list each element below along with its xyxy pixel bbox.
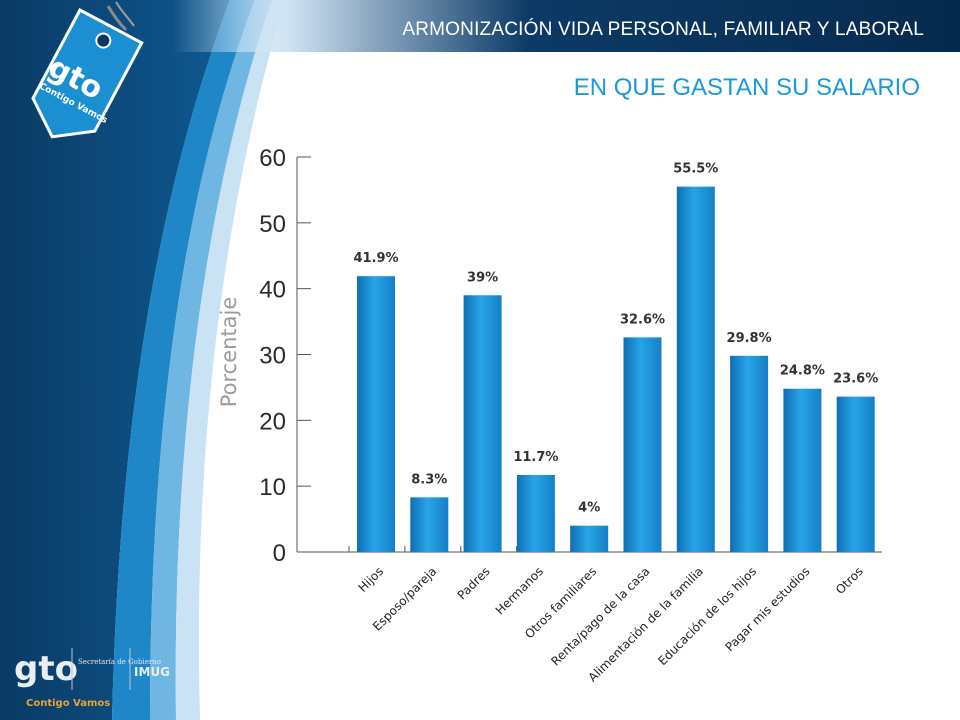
data-label: 41.9% bbox=[353, 251, 398, 266]
data-label: 24.8% bbox=[780, 364, 825, 379]
bottom-logo-imug: IMUG bbox=[134, 665, 170, 679]
bar bbox=[623, 337, 662, 552]
y-tick-label: 10 bbox=[259, 474, 286, 501]
category-label: Renta/pago de la casa bbox=[548, 564, 652, 668]
category-label: Padres bbox=[455, 564, 493, 602]
gto-tag-logo: gto Contigo Vamos bbox=[31, 1, 144, 139]
y-tick-label: 20 bbox=[259, 408, 286, 435]
data-label: 29.8% bbox=[727, 331, 772, 346]
bar bbox=[516, 474, 555, 552]
data-label: 32.6% bbox=[620, 312, 665, 327]
data-label: 11.7% bbox=[513, 450, 558, 465]
y-axis-label: Porcentaje bbox=[217, 297, 241, 408]
gto-bottom-logo: gto Secretaría de Gobierno IMUG Contigo … bbox=[14, 648, 170, 709]
bottom-logo-gto: gto bbox=[14, 649, 78, 689]
bar bbox=[570, 525, 609, 552]
y-tick-label: 0 bbox=[273, 540, 286, 567]
category-label: Hermanos bbox=[493, 564, 546, 617]
category-label: Educación de los hijos bbox=[655, 564, 759, 668]
bottom-logo-subtext: Contigo Vamos bbox=[26, 698, 110, 709]
data-label: 55.5% bbox=[673, 162, 718, 177]
bottom-logo-secretaria: Secretaría de Gobierno bbox=[78, 658, 161, 666]
y-tick-label: 60 bbox=[259, 145, 286, 172]
bar bbox=[730, 355, 769, 552]
category-label: Otros bbox=[833, 564, 866, 597]
y-tick-label: 40 bbox=[259, 277, 286, 304]
data-label: 4% bbox=[578, 501, 600, 516]
bar bbox=[836, 396, 875, 552]
chart-subtitle: EN QUE GASTAN SU SALARIO bbox=[573, 74, 920, 101]
data-label: 23.6% bbox=[833, 372, 878, 387]
bar bbox=[357, 276, 395, 552]
header-title: ARMONIZACIÓN VIDA PERSONAL, FAMILIAR Y L… bbox=[402, 19, 924, 40]
bar bbox=[676, 186, 715, 552]
bar bbox=[783, 388, 822, 552]
data-label: 39% bbox=[467, 270, 498, 285]
y-tick-label: 30 bbox=[259, 343, 286, 370]
bar bbox=[463, 295, 502, 552]
data-label: 8.3% bbox=[411, 472, 447, 487]
header-bar bbox=[0, 0, 960, 52]
category-label: Hijos bbox=[356, 564, 387, 595]
bar bbox=[410, 497, 449, 552]
y-tick-label: 50 bbox=[259, 211, 286, 238]
